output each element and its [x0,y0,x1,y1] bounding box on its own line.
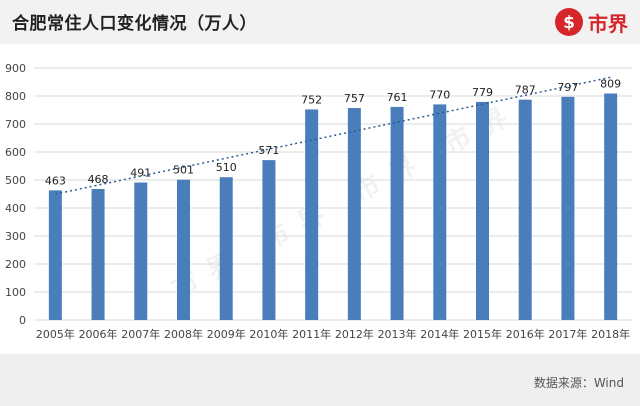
y-tick-label: 800 [5,90,26,103]
x-tick-label: 2006年 [79,327,118,341]
brand-logo-text: 市界 [588,11,628,36]
chart-title: 合肥常住人口变化情况（万人） [12,14,257,34]
svg-text:$: $ [563,13,575,33]
bar [433,104,447,321]
bar [91,188,105,320]
x-tick-label: 2007年 [121,327,160,341]
bar [134,182,148,320]
data-label: 770 [429,88,450,101]
x-tick-label: 2010年 [249,327,288,341]
y-tick-label: 0 [19,314,26,327]
y-tick-label: 600 [5,146,26,159]
x-tick-label: 2016年 [506,327,545,341]
bar [476,101,489,320]
header-bar: 合肥常住人口变化情况（万人） $ 市界 [0,0,640,44]
y-tick-label: 700 [5,118,26,131]
bar [177,179,190,320]
y-tick-label: 300 [5,230,26,243]
x-tick-label: 2013年 [378,327,417,341]
data-label: 491 [130,167,151,180]
x-tick-label: 2017年 [548,327,587,341]
chart-area: 0 100 200 300 400 500 600 700 800 900 463 2005年 468 2… [0,44,640,354]
x-tick-label: 2018年 [591,327,630,341]
bar [347,108,361,320]
data-label: 468 [88,173,109,186]
bar [518,99,532,320]
bar-chart: 0 100 200 300 400 500 600 700 800 900 463 2005年 468 2… [5,62,632,341]
source-note: 数据来源：Wind [533,376,624,390]
x-tick-label: 2011年 [292,327,331,341]
x-tick-label: 2009年 [207,327,246,341]
data-label: 779 [472,86,493,99]
x-tick-label: 2005年 [36,327,75,341]
x-tick-label: 2015年 [463,327,502,341]
data-label: 809 [600,77,621,90]
data-label: 501 [173,164,194,177]
y-tick-label: 100 [5,286,26,299]
bar [219,177,233,320]
brand-logo-icon: $ [555,8,583,36]
data-label: 757 [344,92,365,105]
data-label: 571 [258,144,279,157]
bar [561,96,575,320]
data-label: 761 [387,91,408,104]
data-label: 510 [216,161,237,174]
bar [262,160,276,320]
bar [390,106,404,320]
y-tick-label: 200 [5,258,26,271]
bar [48,190,62,320]
x-tick-label: 2008年 [164,327,203,341]
bar [604,93,618,320]
data-label: 797 [557,81,578,94]
x-tick-label: 2012年 [335,327,374,341]
y-tick-label: 400 [5,202,26,215]
y-tick-label: 500 [5,174,26,187]
x-tick-label: 2014年 [420,327,459,341]
bar [305,109,319,320]
data-label: 752 [301,93,322,106]
data-label: 463 [45,174,66,187]
brand-logo: $ 市界 [555,6,628,38]
y-tick-label: 900 [5,62,26,75]
footer-bar [0,354,640,406]
